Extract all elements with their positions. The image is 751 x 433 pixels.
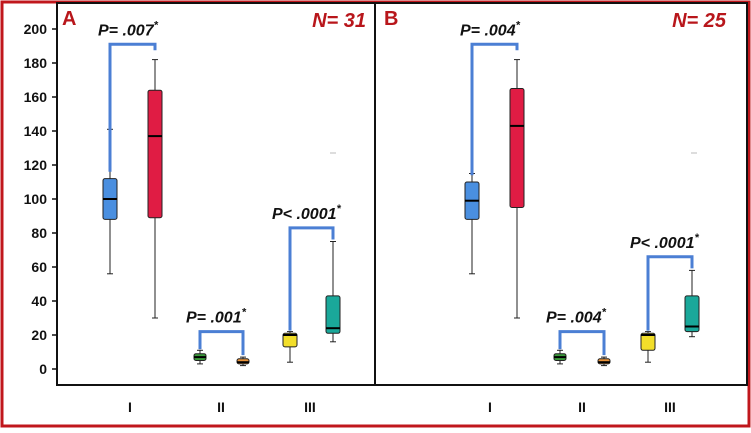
y-tick-label: 0	[39, 361, 47, 377]
panel-a-n-label: N= 31	[312, 10, 366, 32]
p-value-label: P< .0001*	[630, 232, 700, 252]
p-value-label: P= .004*	[460, 19, 521, 39]
panel-b-xtick-iii: III	[664, 399, 676, 415]
bracket-line	[288, 226, 335, 331]
y-tick-label: 100	[24, 191, 48, 207]
box-body	[147, 89, 163, 219]
significance-bracket-ii: P= .004*	[546, 307, 607, 356]
box-iii-right	[325, 241, 341, 343]
bracket-line	[558, 330, 606, 356]
p-value-label: P= .004*	[546, 307, 607, 327]
box-i-right	[509, 59, 525, 319]
p-value-star: *	[154, 19, 159, 31]
p-value-label: P= .007*	[98, 19, 159, 39]
panel-b-brackets: P= .004* P= .004* P< .0001*	[460, 19, 700, 356]
panel-a-xtick-i: I	[128, 399, 132, 415]
panel-b-n-label: N= 25	[672, 10, 727, 32]
y-tick-label: 180	[24, 55, 48, 71]
bracket-line	[198, 330, 245, 356]
p-value-star: *	[695, 232, 700, 244]
significance-bracket-iii: P< .0001*	[272, 203, 342, 331]
panel-b: B N= 25 P= .004* P= .004* P< .0001* I II I…	[374, 2, 748, 415]
panel-b-plot-frame	[374, 2, 748, 386]
box-ii-left	[553, 349, 567, 365]
box-body	[282, 332, 298, 348]
y-tick-label: 20	[31, 327, 47, 343]
significance-bracket-iii: P< .0001*	[630, 232, 700, 331]
significance-bracket-i: P= .004*	[460, 19, 521, 176]
panel-b-boxes	[464, 59, 700, 367]
box-body	[684, 295, 700, 333]
panel-a-xtick-ii: II	[217, 399, 225, 415]
panel-a-xtick-iii: III	[304, 399, 316, 415]
panel-b-letter: B	[384, 8, 398, 30]
bracket-line	[470, 42, 519, 176]
box-iii-left	[282, 331, 298, 363]
panel-a-y-axis: 0 20 40 60 80 100 120 140 160 180 200	[24, 21, 57, 377]
box-body	[509, 88, 525, 208]
y-tick-label: 200	[24, 21, 48, 37]
panel-a: A N= 31 0 20 40 60 80 100 120 140 160 180 200 P= .…	[24, 2, 376, 415]
panel-a-letter: A	[62, 8, 76, 30]
y-tick-label: 80	[31, 225, 47, 241]
box-ii-left	[193, 349, 207, 365]
box-body	[325, 295, 341, 334]
bracket-line	[108, 42, 157, 172]
y-tick-label: 120	[24, 157, 48, 173]
p-value-star: *	[242, 307, 247, 319]
p-value-star: *	[516, 19, 521, 31]
panel-b-xtick-i: I	[488, 399, 492, 415]
panel-a-boxes	[102, 59, 341, 367]
box-i-right	[147, 59, 163, 319]
p-value-star: *	[337, 203, 342, 215]
bracket-line	[646, 255, 694, 331]
p-value-label: P= .001*	[186, 307, 247, 327]
panel-b-xtick-ii: II	[578, 399, 586, 415]
box-body	[640, 332, 656, 351]
box-ii-right	[597, 356, 611, 367]
y-tick-label: 60	[31, 259, 47, 275]
box-ii-right	[236, 356, 250, 367]
significance-bracket-i: P= .007*	[98, 19, 159, 172]
box-iii-right	[684, 269, 700, 338]
panel-a-brackets: P= .007* P= .001* P< .0001*	[98, 19, 342, 356]
p-value-star: *	[602, 307, 607, 319]
y-tick-label: 160	[24, 89, 48, 105]
y-tick-label: 40	[31, 293, 47, 309]
p-value-label: P< .0001*	[272, 203, 342, 223]
significance-bracket-ii: P= .001*	[186, 307, 247, 356]
box-iii-left	[640, 331, 656, 363]
box-i-left	[464, 173, 480, 275]
y-tick-label: 140	[24, 123, 48, 139]
